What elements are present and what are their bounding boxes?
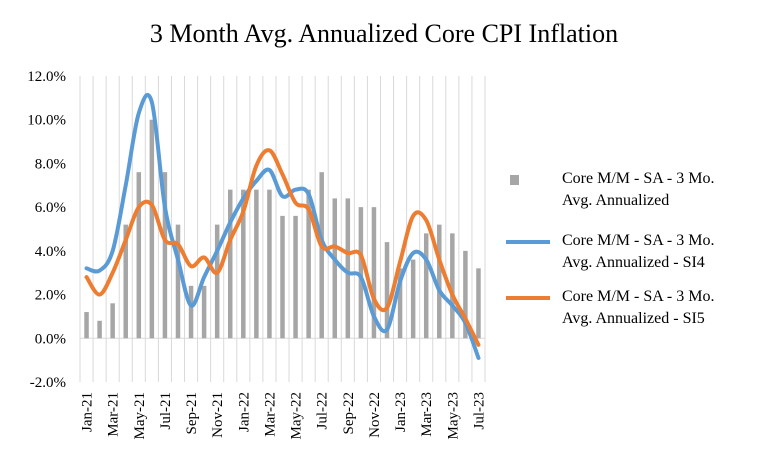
y-axis: -2.0% 0.0% 2.0% 4.0% 6.0% 8.0% 10.0% 12.0% — [27, 69, 66, 391]
bar — [97, 320, 102, 339]
bar — [332, 198, 338, 339]
line-series-1 — [84, 93, 481, 360]
bar — [110, 303, 115, 339]
x-tick-label: Jul-23 — [471, 392, 487, 430]
y-tick-label: 4.0% — [35, 244, 66, 260]
x-tick-label: Jul-22 — [315, 392, 331, 430]
legend: Core M/M - SA - 3 Mo. Avg. Annualized Core… — [506, 170, 714, 327]
bar — [241, 189, 246, 339]
x-tick-label: Nov-21 — [210, 392, 226, 438]
line-series — [84, 93, 481, 360]
bar — [188, 285, 194, 339]
bar — [423, 233, 429, 339]
line-series-2 — [84, 148, 481, 347]
x-tick-label: Jan-23 — [393, 392, 409, 432]
y-tick-label: 2.0% — [35, 288, 66, 304]
bar — [280, 215, 285, 339]
bar — [463, 250, 468, 339]
bar — [306, 189, 311, 339]
x-tick-label: Mar-23 — [419, 392, 435, 437]
bar — [345, 198, 351, 339]
y-tick-label: 12.0% — [27, 69, 66, 85]
y-tick-label: 6.0% — [35, 200, 66, 216]
bar — [319, 172, 324, 339]
bar — [175, 224, 181, 339]
bar — [397, 268, 403, 339]
bar — [162, 172, 168, 339]
bar — [84, 312, 89, 339]
x-tick-label: Mar-21 — [106, 392, 122, 437]
legend-label-1: Core M/M - SA - 3 Mo. Avg. Annualized — [562, 170, 714, 209]
bar — [437, 224, 442, 339]
y-tick-label: 0.0% — [35, 331, 66, 347]
x-tick-label: May-22 — [289, 392, 305, 440]
x-tick-label: Jan-22 — [236, 392, 252, 432]
bar — [136, 172, 142, 339]
x-tick-label: May-23 — [445, 392, 461, 440]
bar — [293, 215, 298, 339]
bar-series — [84, 119, 481, 339]
x-tick-label: Jan-21 — [80, 392, 96, 432]
y-tick-label: 8.0% — [35, 156, 66, 172]
y-tick-label: 10.0% — [27, 113, 66, 129]
bar — [201, 285, 207, 339]
x-axis: Jan-21 Mar-21 May-21 Jul-21 Sep-21 Nov-21 Jan-… — [80, 392, 488, 440]
legend-label-3: Core M/M - SA - 3 Mo. Avg. Annualized - S… — [562, 288, 714, 327]
x-tick-label: May-21 — [132, 392, 148, 440]
x-tick-label: Nov-22 — [367, 392, 383, 438]
bar — [358, 207, 364, 339]
bar — [267, 189, 272, 339]
bar — [450, 233, 455, 339]
chart-title: 3 Month Avg. Annualized Core CPI Inflati… — [150, 19, 618, 48]
legend-swatch-bar — [510, 175, 519, 185]
bar — [476, 268, 481, 339]
x-tick-label: Mar-22 — [262, 392, 278, 437]
bar — [410, 259, 416, 339]
x-tick-label: Sep-21 — [184, 392, 200, 435]
bar — [123, 224, 128, 339]
legend-label-2: Core M/M - SA - 3 Mo. Avg. Annualized - S… — [562, 232, 714, 271]
bar — [384, 242, 390, 339]
bar — [371, 207, 377, 339]
bar — [254, 189, 259, 339]
bar — [227, 189, 233, 339]
x-tick-label: Jul-21 — [158, 392, 174, 430]
y-tick-label: -2.0% — [30, 375, 66, 391]
x-tick-label: Sep-22 — [341, 392, 357, 435]
bar — [149, 119, 155, 339]
bar — [214, 224, 220, 339]
